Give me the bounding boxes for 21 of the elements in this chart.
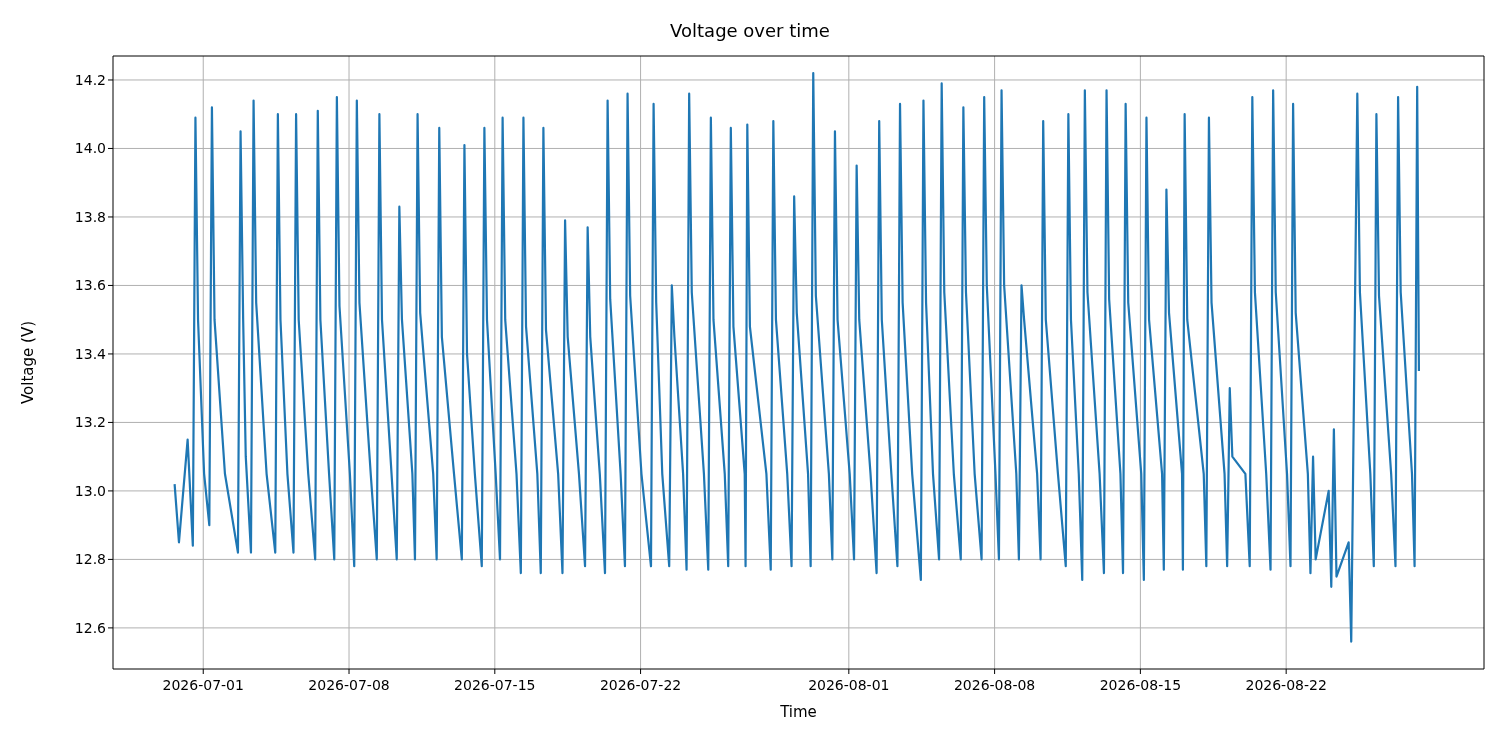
x-tick-label: 2026-08-08 <box>953 676 1036 693</box>
y-tick-label: 14.2 <box>74 71 106 88</box>
x-tick-label: 2026-07-01 <box>162 676 244 693</box>
x-tick-label: 2026-08-15 <box>1099 676 1182 693</box>
y-tick-label: 13.2 <box>74 414 106 431</box>
y-tick-label: 12.8 <box>74 551 106 568</box>
y-axis-title: Voltage (V) <box>19 321 38 404</box>
chart-title: Voltage over time <box>669 20 831 41</box>
y-tick-label: 13.6 <box>74 277 107 294</box>
y-tick-label: 14.0 <box>74 140 106 157</box>
y-tick-label: 12.6 <box>74 619 107 636</box>
x-tick-label: 2026-07-15 <box>454 676 536 693</box>
y-tick-label: 13.4 <box>74 345 107 362</box>
line-series <box>173 72 1421 643</box>
x-axis-title: Time <box>779 703 817 721</box>
x-tick-label: 2026-07-22 <box>599 676 682 693</box>
y-tick-label: 13.8 <box>74 208 106 225</box>
x-tick-label: 2026-08-01 <box>808 676 890 693</box>
y-tick-label: 13.0 <box>74 482 106 499</box>
x-tick-label: 2026-08-22 <box>1245 676 1327 693</box>
x-tick-label: 2026-07-08 <box>308 676 390 693</box>
